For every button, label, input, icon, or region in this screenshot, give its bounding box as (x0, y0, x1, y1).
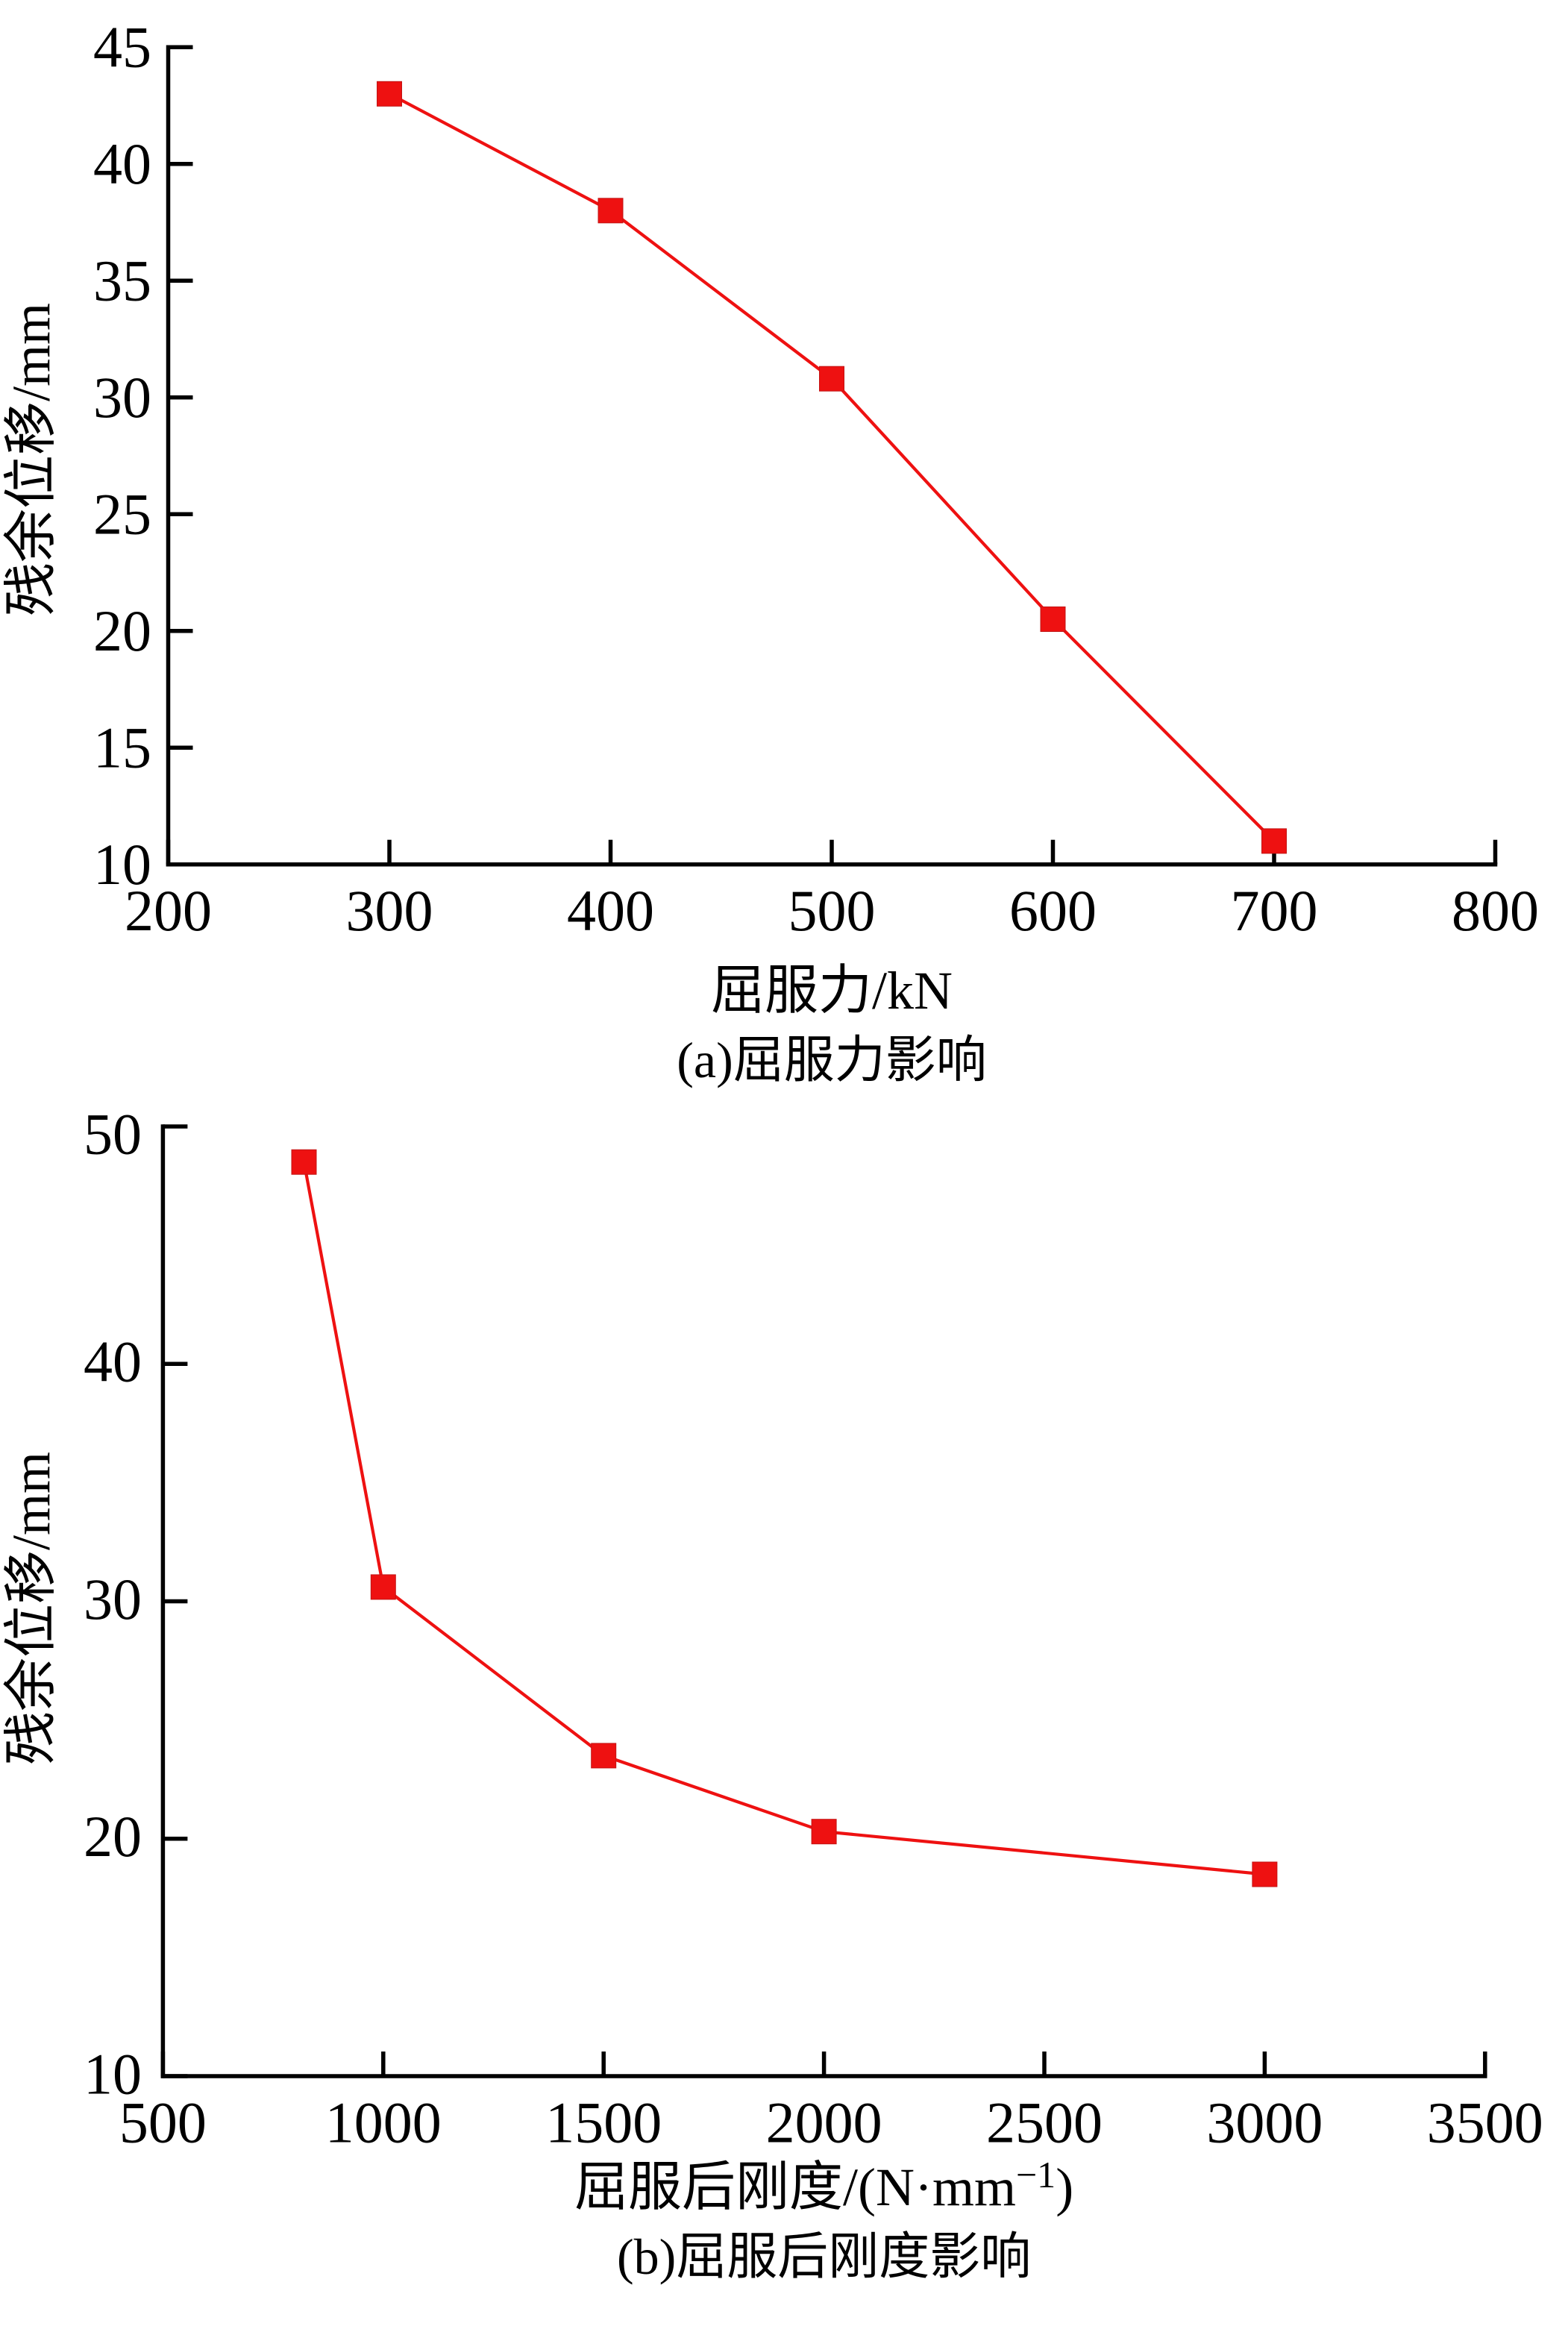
svg-text:700: 700 (1231, 878, 1318, 943)
svg-text:屈服后刚度/(N·mm−1): 屈服后刚度/(N·mm−1) (574, 2154, 1073, 2217)
svg-text:20: 20 (84, 1804, 142, 1869)
svg-text:(a)屈服力影响: (a)屈服力影响 (677, 1032, 986, 1088)
svg-text:40: 40 (84, 1329, 142, 1394)
svg-text:25: 25 (93, 482, 151, 547)
svg-text:800: 800 (1452, 878, 1539, 943)
svg-text:45: 45 (93, 15, 151, 80)
svg-text:500: 500 (788, 878, 876, 943)
svg-text:400: 400 (567, 878, 654, 943)
svg-text:300: 300 (346, 878, 433, 943)
svg-text:50: 50 (84, 1101, 142, 1166)
svg-text:600: 600 (1009, 878, 1097, 943)
svg-text:30: 30 (84, 1567, 142, 1632)
svg-text:30: 30 (93, 365, 151, 430)
svg-text:残余位移/mm: 残余位移/mm (1, 1452, 61, 1765)
svg-text:1500: 1500 (545, 2090, 662, 2154)
svg-text:2000: 2000 (766, 2090, 882, 2154)
svg-text:200: 200 (125, 878, 212, 943)
svg-text:(b)屈服后刚度影响: (b)屈服后刚度影响 (617, 2228, 1031, 2285)
svg-text:2500: 2500 (986, 2090, 1103, 2154)
svg-text:3000: 3000 (1206, 2090, 1323, 2154)
svg-text:3500: 3500 (1427, 2090, 1543, 2154)
svg-text:15: 15 (93, 715, 151, 780)
svg-text:屈服力/kN: 屈服力/kN (711, 961, 953, 1021)
svg-text:500: 500 (119, 2090, 207, 2154)
svg-text:1000: 1000 (325, 2090, 442, 2154)
svg-text:35: 35 (93, 248, 151, 313)
svg-text:20: 20 (93, 598, 151, 663)
svg-text:40: 40 (93, 131, 151, 196)
svg-text:残余位移/mm: 残余位移/mm (1, 303, 61, 616)
